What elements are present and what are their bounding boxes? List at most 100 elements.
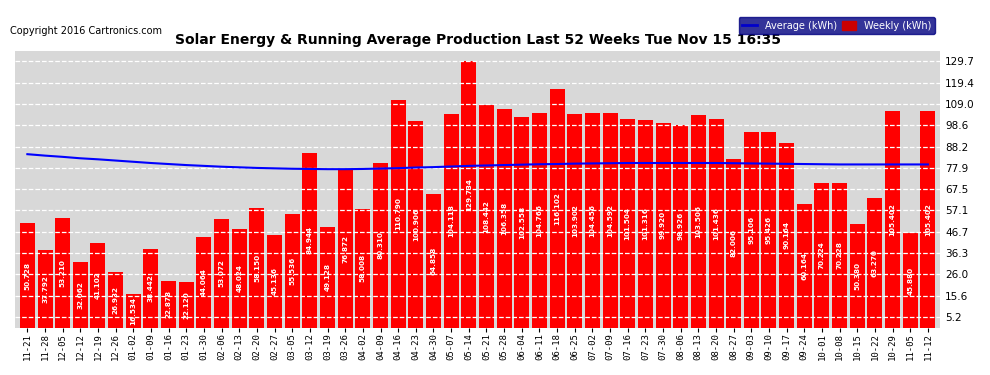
Text: 37.792: 37.792 — [42, 275, 49, 303]
Bar — [620, 119, 636, 328]
Text: 98.926: 98.926 — [678, 212, 684, 240]
Text: 99.920: 99.920 — [660, 211, 666, 239]
Text: 129.734: 129.734 — [466, 178, 472, 211]
Bar — [673, 124, 688, 328]
Bar — [638, 120, 652, 328]
Text: 26.932: 26.932 — [113, 286, 119, 314]
Bar — [126, 294, 141, 328]
Bar — [302, 153, 318, 328]
Bar — [743, 132, 758, 328]
Text: 101.436: 101.436 — [713, 207, 719, 240]
Bar — [921, 111, 936, 328]
Bar — [285, 214, 300, 328]
Text: 95.426: 95.426 — [766, 216, 772, 244]
Text: 50.380: 50.380 — [854, 262, 860, 290]
Text: 70.224: 70.224 — [819, 242, 825, 269]
Bar — [355, 209, 370, 328]
Bar — [514, 117, 530, 328]
Bar — [726, 159, 742, 328]
Bar — [391, 100, 406, 328]
Bar — [567, 114, 582, 328]
Text: 70.228: 70.228 — [837, 242, 842, 270]
Text: 45.880: 45.880 — [907, 266, 913, 294]
Bar — [549, 89, 564, 328]
Text: 95.106: 95.106 — [748, 216, 754, 244]
Text: 103.506: 103.506 — [695, 205, 701, 238]
Text: 50.728: 50.728 — [25, 261, 31, 290]
Text: 106.358: 106.358 — [501, 202, 507, 235]
Text: 102.558: 102.558 — [519, 206, 525, 239]
Text: 104.592: 104.592 — [607, 204, 613, 237]
Bar — [338, 170, 352, 328]
Bar — [691, 115, 706, 328]
Text: 48.024: 48.024 — [237, 264, 243, 292]
Text: 58.008: 58.008 — [359, 254, 366, 282]
Bar — [585, 113, 600, 328]
Text: 104.118: 104.118 — [448, 204, 454, 237]
Bar — [444, 114, 458, 328]
Bar — [90, 243, 106, 328]
Text: 104.456: 104.456 — [589, 204, 595, 237]
Bar — [426, 195, 441, 328]
Text: 55.536: 55.536 — [289, 256, 295, 285]
Text: 53.210: 53.210 — [59, 259, 65, 287]
Text: 41.102: 41.102 — [95, 272, 101, 299]
Bar — [108, 272, 123, 328]
Bar — [867, 198, 882, 328]
Text: 80.310: 80.310 — [377, 231, 383, 259]
Bar — [709, 119, 724, 328]
Bar — [761, 132, 776, 328]
Title: Solar Energy & Running Average Production Last 52 Weeks Tue Nov 15 16:35: Solar Energy & Running Average Productio… — [174, 33, 781, 46]
Text: 100.906: 100.906 — [413, 207, 419, 240]
Text: 104.766: 104.766 — [537, 204, 543, 237]
Bar — [144, 249, 158, 328]
Bar — [161, 280, 176, 328]
Text: 63.270: 63.270 — [872, 249, 878, 277]
Bar — [497, 110, 512, 328]
Bar — [779, 142, 794, 328]
Text: 58.150: 58.150 — [253, 254, 260, 282]
Bar — [532, 112, 546, 328]
Bar — [38, 250, 52, 328]
Bar — [179, 282, 194, 328]
Bar — [408, 120, 424, 328]
Text: 49.128: 49.128 — [325, 263, 331, 291]
Text: Copyright 2016 Cartronics.com: Copyright 2016 Cartronics.com — [10, 26, 162, 36]
Text: 84.944: 84.944 — [307, 226, 313, 254]
Text: 108.442: 108.442 — [483, 200, 489, 233]
Bar — [885, 111, 900, 328]
Bar — [373, 163, 388, 328]
Text: 44.064: 44.064 — [201, 268, 207, 296]
Bar — [479, 105, 494, 328]
Text: 105.402: 105.402 — [890, 203, 896, 236]
Legend: Average (kWh), Weekly (kWh): Average (kWh), Weekly (kWh) — [739, 16, 936, 34]
Bar — [903, 233, 918, 328]
Text: 38.442: 38.442 — [148, 274, 154, 302]
Text: 116.102: 116.102 — [554, 192, 560, 225]
Bar — [232, 229, 247, 328]
Text: 105.402: 105.402 — [925, 203, 931, 236]
Bar — [214, 219, 229, 328]
Bar — [849, 224, 865, 328]
Bar — [196, 237, 212, 328]
Text: 60.164: 60.164 — [801, 252, 807, 280]
Bar — [20, 224, 35, 328]
Text: 82.006: 82.006 — [731, 230, 737, 257]
Text: 22.878: 22.878 — [165, 290, 171, 318]
Text: 101.504: 101.504 — [625, 207, 631, 240]
Bar — [73, 262, 88, 328]
Bar — [833, 183, 847, 328]
Bar — [55, 218, 70, 328]
Text: 110.790: 110.790 — [395, 198, 401, 230]
Bar — [267, 235, 282, 328]
Bar — [249, 208, 264, 328]
Text: 45.136: 45.136 — [271, 267, 277, 295]
Bar — [655, 123, 670, 328]
Bar — [603, 113, 618, 328]
Bar — [461, 62, 476, 328]
Text: 76.872: 76.872 — [343, 235, 348, 263]
Text: 32.062: 32.062 — [77, 281, 83, 309]
Text: 64.858: 64.858 — [431, 247, 437, 275]
Bar — [815, 183, 830, 328]
Text: 103.902: 103.902 — [572, 204, 578, 237]
